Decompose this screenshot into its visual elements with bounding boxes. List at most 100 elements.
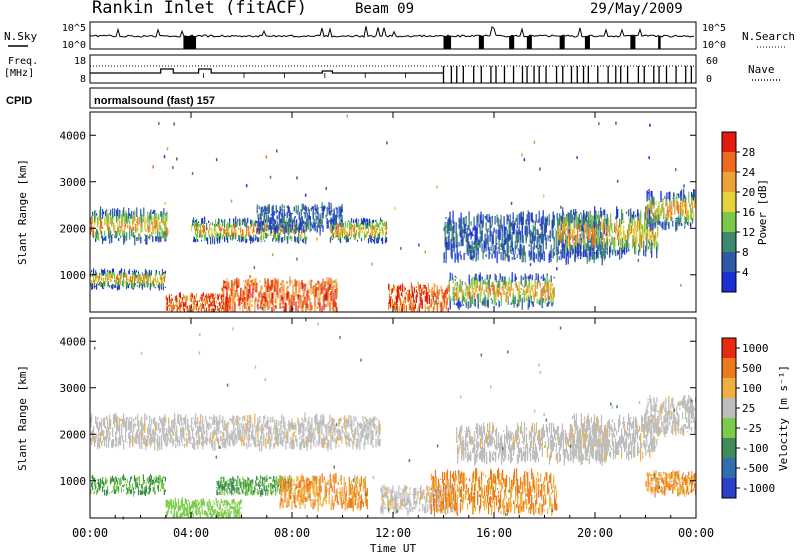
power-cell (460, 212, 462, 226)
power-cell (658, 214, 660, 225)
power-cell (172, 304, 174, 311)
power-cell (646, 223, 648, 229)
power-cell (324, 281, 326, 288)
power-cell (509, 287, 511, 298)
power-cell (99, 281, 101, 285)
power-cell (257, 228, 259, 231)
velocity-cell (172, 437, 174, 447)
velocity-cell (191, 424, 193, 431)
power-cell (281, 218, 283, 223)
power-cell (533, 297, 535, 303)
power-cell (135, 219, 137, 221)
power-cell (426, 306, 428, 309)
power-cell (519, 213, 521, 222)
velocity-cell (220, 430, 222, 434)
power-cell (234, 230, 236, 236)
power-cell (268, 284, 270, 286)
power-cell (338, 213, 340, 218)
power-cell (225, 282, 227, 286)
power-cell (264, 296, 266, 304)
power-cell (163, 275, 165, 282)
power-cell (176, 305, 178, 309)
power-cell (228, 297, 230, 300)
power-cell (128, 268, 131, 275)
power-cell (321, 218, 323, 225)
power-cell (512, 288, 514, 295)
power-cell (623, 220, 625, 223)
power-cell (255, 238, 257, 241)
velocity-cell (207, 439, 209, 441)
power-cell (615, 216, 617, 220)
power-cell (527, 283, 529, 294)
power-cell (367, 238, 370, 244)
power-cell (403, 286, 405, 293)
velocity-cell (90, 437, 92, 443)
power-cell (338, 230, 341, 239)
power-speck (325, 186, 327, 190)
power-cell (133, 276, 136, 282)
power-cell (315, 288, 317, 297)
power-cell (125, 283, 128, 290)
power-cell (213, 302, 215, 308)
power-speck (683, 184, 685, 188)
power-cell (538, 280, 540, 286)
power-cell (174, 296, 176, 301)
power-cell (308, 209, 310, 215)
power-cell (476, 237, 478, 251)
power-cell (108, 285, 111, 288)
power-speck (166, 147, 169, 151)
power-cell (288, 300, 290, 305)
power-cell (510, 303, 512, 305)
power-cell (201, 239, 203, 242)
velocity-cell (170, 428, 172, 434)
velocity-cell (142, 428, 144, 439)
power-speck (160, 219, 163, 223)
power-cell (318, 298, 320, 307)
power-cell (166, 233, 168, 236)
power-cell (218, 232, 220, 240)
power-cell (308, 295, 310, 301)
power-cell (209, 234, 211, 239)
power-cell (597, 235, 599, 250)
velocity-cell (200, 413, 202, 424)
power-cell (234, 226, 236, 235)
power-cell (163, 215, 165, 226)
power-cell (521, 298, 523, 302)
power-cell (274, 226, 276, 235)
power-cell (204, 300, 206, 306)
velocity-cell (134, 423, 136, 428)
power-cell (337, 235, 340, 238)
power-cell (485, 238, 487, 252)
power-cell (460, 285, 462, 292)
power-cell (216, 224, 218, 227)
power-cell (675, 197, 677, 199)
power-cell (455, 244, 457, 248)
power-cell (156, 236, 158, 242)
power-cell (211, 234, 213, 236)
power-cell (304, 208, 306, 211)
power-cell (293, 292, 295, 297)
power-speck (550, 259, 552, 262)
power-speck (245, 184, 248, 188)
power-cell (210, 293, 212, 297)
velocity-cell (168, 417, 170, 423)
power-cell (376, 232, 379, 237)
power-cell (218, 308, 221, 312)
power-cell (134, 283, 137, 286)
power-cell (471, 287, 473, 290)
power-cell (532, 231, 534, 242)
power-cell (583, 244, 585, 257)
power-speck (523, 158, 526, 162)
power-cell (118, 278, 121, 283)
power-cell (362, 217, 365, 225)
power-cell (264, 292, 266, 296)
power-cell (158, 236, 160, 243)
power-cell (448, 217, 450, 231)
power-cell (615, 216, 617, 218)
velocity-cell (176, 433, 178, 442)
velocity-cell (206, 420, 208, 428)
velocity-cell (115, 412, 117, 423)
power-cell (319, 291, 321, 296)
power-cell (192, 219, 194, 226)
power-cell (322, 296, 324, 302)
